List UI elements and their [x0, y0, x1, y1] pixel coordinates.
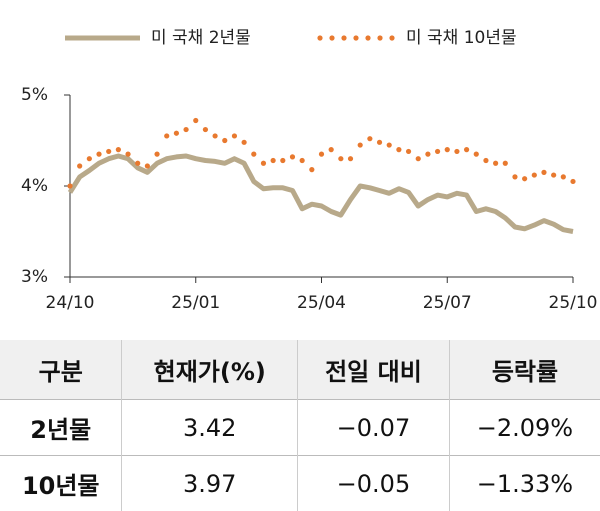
legend-label: 미 국채 2년물 — [151, 28, 251, 48]
legend-swatch — [377, 35, 382, 40]
dot — [271, 158, 276, 163]
dot — [242, 140, 247, 145]
dot — [329, 147, 334, 152]
dot — [570, 179, 575, 184]
table-cell: −2.09% — [449, 400, 600, 456]
header-cell: 전일 대비 — [298, 340, 450, 400]
dot — [280, 158, 285, 163]
dot — [367, 136, 372, 141]
header-cell: 구분 — [0, 340, 122, 400]
dot — [212, 133, 217, 138]
legend-swatch — [341, 35, 346, 40]
dot — [522, 176, 527, 181]
dot — [474, 152, 479, 157]
dot — [251, 152, 256, 157]
dot — [164, 133, 169, 138]
dot — [561, 174, 566, 179]
dot — [377, 140, 382, 145]
y-tick-label: 5% — [21, 85, 48, 105]
dot — [551, 172, 556, 177]
dot — [319, 152, 324, 157]
y-tick-label: 4% — [21, 176, 48, 196]
table-cell: 3.97 — [122, 456, 298, 511]
dot — [493, 161, 498, 166]
dot — [348, 156, 353, 161]
dot — [532, 172, 537, 177]
dot — [67, 183, 72, 188]
dot — [309, 167, 314, 172]
dot — [135, 161, 140, 166]
dot — [203, 127, 208, 132]
table-cell: 2년물 — [0, 400, 122, 456]
legend-swatch — [329, 35, 334, 40]
dot — [154, 152, 159, 157]
x-tick-label: 25/01 — [171, 293, 220, 313]
dot — [174, 131, 179, 136]
header-cell: 등락률 — [449, 340, 600, 400]
dot — [222, 138, 227, 143]
legend-label: 미 국채 10년물 — [406, 28, 517, 48]
dot — [77, 163, 82, 168]
dot — [435, 149, 440, 154]
legend-swatch — [353, 35, 358, 40]
legend-swatch — [365, 35, 370, 40]
x-tick-label: 25/04 — [297, 293, 346, 313]
legend-swatch — [389, 35, 394, 40]
dot — [145, 163, 150, 168]
dot — [338, 156, 343, 161]
table-cell: −0.07 — [298, 400, 450, 456]
dot — [106, 149, 111, 154]
dot — [387, 142, 392, 147]
dot — [290, 154, 295, 159]
dot — [193, 118, 198, 123]
dot — [87, 156, 92, 161]
dot — [464, 147, 469, 152]
dot — [425, 152, 430, 157]
dot — [183, 127, 188, 132]
table-cell: −1.33% — [449, 456, 600, 511]
dot — [116, 147, 121, 152]
dot — [396, 147, 401, 152]
dot — [406, 149, 411, 154]
dot — [125, 152, 130, 157]
table-cell: 10년물 — [0, 456, 122, 511]
table-cell: −0.05 — [298, 456, 450, 511]
y-tick-label: 3% — [21, 267, 48, 287]
dot — [232, 133, 237, 138]
x-tick-label: 25/10 — [549, 293, 598, 313]
dot — [261, 161, 266, 166]
dot — [454, 149, 459, 154]
x-tick-label: 24/10 — [46, 293, 95, 313]
x-tick-label: 25/07 — [423, 293, 472, 313]
table-cell: 3.42 — [122, 400, 298, 456]
dot — [541, 170, 546, 175]
dot — [512, 174, 517, 179]
dot — [445, 147, 450, 152]
dot — [358, 142, 363, 147]
dot — [416, 156, 421, 161]
header-cell: 현재가(%) — [122, 340, 298, 400]
dot — [96, 152, 101, 157]
dot — [483, 158, 488, 163]
dot — [300, 158, 305, 163]
chart: 3% 4% 5% 24/10 25/01 25/04 25/07 25/10 미 국채 2년물 미… — [0, 0, 600, 330]
legend-swatch — [317, 35, 322, 40]
dot — [503, 161, 508, 166]
